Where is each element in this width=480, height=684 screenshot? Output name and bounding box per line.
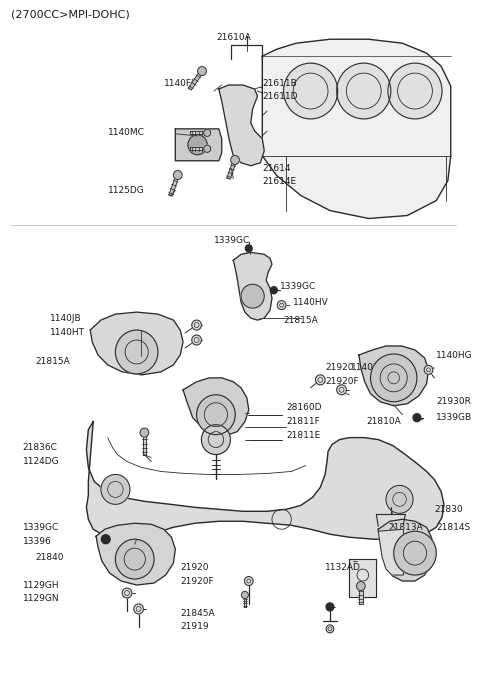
Circle shape (101, 475, 130, 504)
Circle shape (326, 625, 334, 633)
Text: 13396: 13396 (23, 537, 51, 546)
Text: 21815A: 21815A (284, 315, 318, 325)
Text: 21813A: 21813A (388, 523, 423, 531)
Polygon shape (359, 586, 362, 604)
Text: 1129GH: 1129GH (23, 581, 59, 590)
Polygon shape (219, 85, 264, 166)
Polygon shape (96, 523, 175, 585)
Circle shape (192, 335, 202, 345)
Polygon shape (190, 131, 207, 134)
Circle shape (192, 320, 202, 330)
Circle shape (202, 425, 230, 455)
Circle shape (315, 375, 325, 385)
Circle shape (231, 155, 240, 164)
Circle shape (204, 145, 211, 153)
Circle shape (424, 365, 433, 374)
Polygon shape (378, 519, 434, 581)
Circle shape (198, 66, 206, 75)
Circle shape (357, 581, 365, 590)
Circle shape (241, 592, 248, 598)
Text: 1140MC: 1140MC (108, 129, 144, 137)
Polygon shape (175, 129, 222, 161)
Polygon shape (378, 529, 403, 575)
Circle shape (245, 245, 252, 252)
Text: 21920: 21920 (325, 363, 354, 372)
Text: 1339GC: 1339GC (214, 236, 250, 245)
Text: 21811E: 21811E (287, 431, 321, 440)
Text: 21840: 21840 (35, 553, 64, 562)
Circle shape (336, 63, 391, 119)
Text: (2700CC>MPI-DOHC): (2700CC>MPI-DOHC) (11, 10, 130, 19)
Circle shape (244, 577, 253, 586)
Circle shape (284, 63, 337, 119)
Text: 21611D: 21611D (262, 92, 298, 101)
Text: 1125DG: 1125DG (108, 186, 144, 195)
Text: 1132AD: 1132AD (325, 562, 361, 572)
Circle shape (371, 354, 417, 402)
Text: 1140HG: 1140HG (436, 352, 473, 360)
Text: 21830: 21830 (434, 505, 463, 514)
Circle shape (115, 330, 158, 374)
Polygon shape (143, 433, 146, 455)
Circle shape (188, 135, 207, 155)
Circle shape (173, 170, 182, 179)
Polygon shape (183, 378, 249, 436)
Polygon shape (349, 559, 376, 597)
Circle shape (413, 414, 421, 421)
Circle shape (326, 603, 334, 611)
Text: 1140HT: 1140HT (50, 328, 84, 337)
Circle shape (277, 301, 286, 310)
Text: 1124DG: 1124DG (23, 457, 59, 466)
Text: 28160D: 28160D (287, 404, 322, 412)
Text: 21930R: 21930R (436, 397, 471, 406)
Circle shape (197, 395, 235, 434)
Text: 1140JB: 1140JB (50, 313, 81, 323)
Polygon shape (189, 70, 204, 90)
Circle shape (241, 285, 264, 308)
Text: 1140HJ: 1140HJ (351, 363, 384, 372)
Text: 21614E: 21614E (262, 177, 297, 186)
Text: 1140HV: 1140HV (293, 298, 329, 306)
Text: 21814S: 21814S (436, 523, 470, 531)
Text: 21814S: 21814S (388, 537, 422, 546)
Polygon shape (233, 252, 272, 320)
Circle shape (204, 129, 211, 136)
Text: 21920F: 21920F (325, 378, 359, 386)
Polygon shape (359, 346, 429, 406)
Text: 21920: 21920 (180, 562, 209, 572)
Circle shape (394, 531, 436, 575)
Text: 21614: 21614 (262, 164, 291, 173)
Text: 21919: 21919 (180, 622, 209, 631)
Polygon shape (86, 421, 444, 539)
Text: 21610A: 21610A (216, 33, 251, 42)
Text: 1129GN: 1129GN (23, 594, 59, 603)
Circle shape (101, 535, 110, 544)
Polygon shape (190, 147, 207, 150)
Circle shape (271, 287, 277, 293)
Polygon shape (243, 595, 246, 607)
Text: 1140FJ: 1140FJ (164, 79, 194, 88)
Text: 21836C: 21836C (23, 443, 58, 452)
Polygon shape (227, 159, 237, 179)
Circle shape (122, 588, 132, 598)
Circle shape (140, 428, 149, 437)
Text: 21811F: 21811F (287, 417, 320, 426)
Circle shape (134, 604, 144, 614)
Polygon shape (90, 312, 183, 375)
Polygon shape (262, 39, 451, 218)
Circle shape (336, 385, 347, 395)
Circle shape (388, 63, 442, 119)
Circle shape (386, 486, 413, 513)
Text: 1339GB: 1339GB (436, 413, 472, 422)
Polygon shape (169, 174, 180, 196)
Text: 21810A: 21810A (367, 417, 401, 426)
Text: 1339GC: 1339GC (280, 282, 316, 291)
Text: 1339GC: 1339GC (23, 523, 59, 531)
Text: 21920F: 21920F (180, 577, 214, 586)
Text: 21815A: 21815A (35, 358, 70, 367)
Text: 21611B: 21611B (262, 79, 297, 88)
Text: 21845A: 21845A (180, 609, 215, 618)
Circle shape (115, 539, 154, 579)
